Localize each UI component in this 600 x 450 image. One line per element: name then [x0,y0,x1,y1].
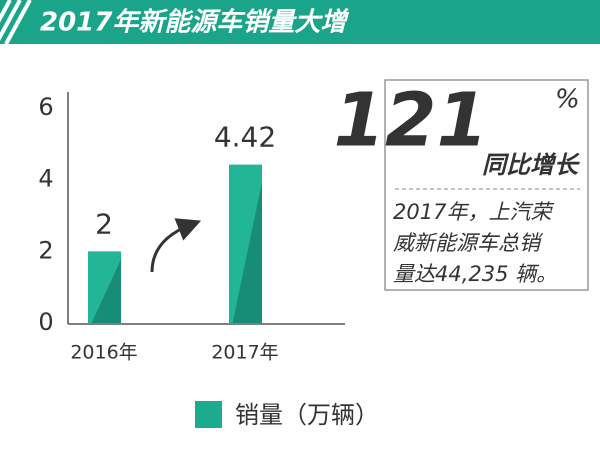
title: 2017年新能源车销量大增 [40,8,349,38]
y-tick-label: 4 [38,165,53,193]
legend-swatch [195,401,222,428]
header-band [0,0,600,44]
value-label: 4.42 [214,121,276,154]
x-tick-label: 2017年 [211,342,278,364]
y-tick-label: 6 [38,93,53,121]
highlight-line: 量达44,235 辆。 [393,262,557,286]
highlight-line: 2017年，上汽荣 [393,200,554,224]
bar [88,251,121,323]
highlight-caption: 同比增长 [482,151,580,179]
x-tick-label: 2016年 [70,342,137,364]
bar [229,164,262,323]
value-label: 2 [95,207,113,240]
highlight-unit: % [555,85,580,115]
legend-label: 销量（万辆） [235,401,379,429]
highlight-line: 威新能源车总销 [393,231,544,255]
y-tick-label: 0 [38,308,53,336]
highlight-box [384,79,589,291]
header-stripes [0,0,32,45]
highlight-number: 121 [334,78,488,164]
y-tick-label: 2 [38,236,53,264]
growth-arrow [150,218,202,273]
